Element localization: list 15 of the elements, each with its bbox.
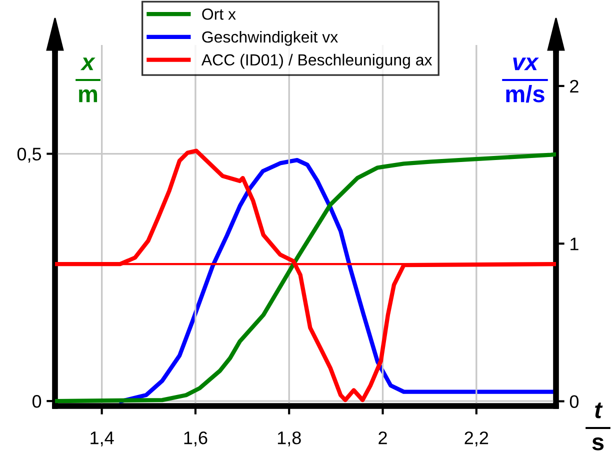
- legend-label: Ort x: [202, 8, 236, 20]
- x-tick-label: 1,6: [184, 431, 208, 446]
- x-tick-label: 1,8: [278, 431, 301, 446]
- x-tick-label: 2,2: [464, 431, 488, 446]
- y2-axis-title: vx m/s: [506, 58, 544, 103]
- y2-tick-label: 1: [570, 238, 578, 250]
- y2-tick-label: 2: [570, 80, 578, 93]
- legend-label: Geschwindigkeit vx: [202, 30, 338, 46]
- x-tick-label: 2: [378, 431, 387, 444]
- x-axis-title: t s: [592, 402, 604, 450]
- y2-tick-label: 0: [570, 395, 579, 408]
- x-tick-label: 1,4: [90, 432, 114, 446]
- y-tick-label: 0,5: [17, 148, 42, 163]
- y-axis-title: x m: [79, 58, 98, 102]
- legend-label: ACC (ID01) / Beschleunigung ax: [201, 54, 432, 69]
